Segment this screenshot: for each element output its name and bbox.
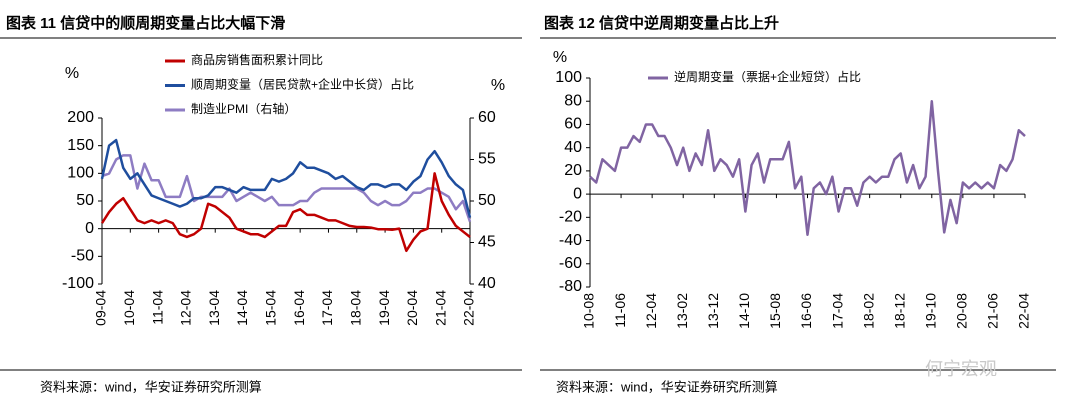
- y-tick-label: 60: [564, 116, 582, 133]
- y-tick-label: 100: [555, 69, 582, 86]
- y-tick-label: -50: [71, 248, 94, 265]
- y-tick-label: 0: [85, 220, 94, 237]
- x-tick-label: 16-06: [798, 293, 814, 329]
- legend-label: 逆周期变量（票据+企业短贷）占比: [674, 69, 861, 84]
- source: 资料来源：wind，华安证券研究所测算: [556, 379, 778, 394]
- x-tick-label: 12-04: [178, 290, 194, 326]
- x-tick-label: 10-08: [581, 293, 597, 329]
- x-tick-label: 21-04: [432, 290, 448, 326]
- y-tick-label: 50: [76, 192, 94, 209]
- x-tick-label: 14-10: [736, 293, 752, 329]
- y2-tick-label: 50: [478, 192, 496, 209]
- x-tick-label: 18-02: [860, 293, 876, 329]
- x-tick-label: 11-04: [149, 290, 165, 325]
- series-line: [101, 154, 472, 223]
- legend-label: 顺周期变量（居民贷款+企业中长贷）占比: [191, 77, 414, 92]
- y-tick-label: -20: [559, 209, 582, 226]
- x-tick-label: 13-12: [705, 293, 721, 329]
- series-line: [589, 99, 1026, 236]
- x-tick-label: 17-04: [829, 293, 845, 329]
- y2-tick-label: 45: [478, 234, 496, 251]
- legend-label: 制造业PMI（右轴）: [191, 101, 296, 116]
- series-line: [100, 138, 472, 218]
- y-tick-label: 150: [67, 137, 94, 154]
- x-tick-label: 18-04: [347, 290, 363, 326]
- y-tick-label: 40: [564, 139, 582, 156]
- y-tick-label: 0: [573, 185, 582, 202]
- y-tick-label: -100: [62, 275, 94, 292]
- x-tick-label: 13-02: [674, 293, 690, 329]
- x-tick-label: 16-04: [291, 290, 307, 326]
- y-tick-label: 80: [564, 92, 582, 109]
- source: 资料来源：wind，华安证券研究所测算: [40, 379, 262, 394]
- x-tick-label: 15-04: [263, 290, 279, 326]
- y-unit: %: [65, 65, 79, 82]
- x-tick-label: 20-04: [404, 290, 420, 326]
- x-tick-label: 12-04: [643, 293, 659, 329]
- x-tick-label: 22-04: [1016, 293, 1032, 329]
- y-unit: %: [553, 49, 567, 66]
- x-tick-label: 17-04: [319, 290, 335, 326]
- y-tick-label: 100: [67, 165, 94, 182]
- y-tick-label: 20: [564, 162, 582, 179]
- x-tick-label: 09-04: [93, 290, 109, 326]
- y-tick-label: -60: [559, 255, 582, 272]
- x-tick-label: 14-04: [234, 290, 250, 326]
- watermark: 何宁宏观: [925, 359, 997, 379]
- series-line: [100, 172, 471, 253]
- legend-label: 商品房销售面积累计同比: [191, 52, 323, 67]
- y2-tick-label: 55: [478, 151, 496, 168]
- x-tick-label: 10-04: [121, 290, 137, 326]
- x-tick-label: 20-08: [954, 293, 970, 329]
- y2-tick-label: 40: [478, 275, 496, 292]
- y-tick-label: 200: [67, 109, 94, 126]
- x-tick-label: 11-06: [612, 293, 628, 328]
- x-tick-label: 22-04: [461, 290, 477, 326]
- chart-title: 图表 12 信贷中逆周期变量占比上升: [544, 14, 779, 32]
- x-tick-label: 18-12: [891, 293, 907, 329]
- y-tick-label: -40: [559, 232, 582, 249]
- chart-title: 图表 11 信贷中的顺周期变量占比大幅下滑: [6, 14, 285, 32]
- x-tick-label: 15-08: [767, 293, 783, 329]
- x-tick-label: 19-04: [376, 290, 392, 326]
- x-tick-label: 19-10: [922, 293, 938, 329]
- x-tick-label: 13-04: [206, 290, 222, 326]
- y-tick-label: -80: [559, 278, 582, 295]
- y2-unit: %: [491, 77, 505, 94]
- x-tick-label: 21-06: [985, 293, 1001, 329]
- y2-tick-label: 60: [478, 109, 496, 126]
